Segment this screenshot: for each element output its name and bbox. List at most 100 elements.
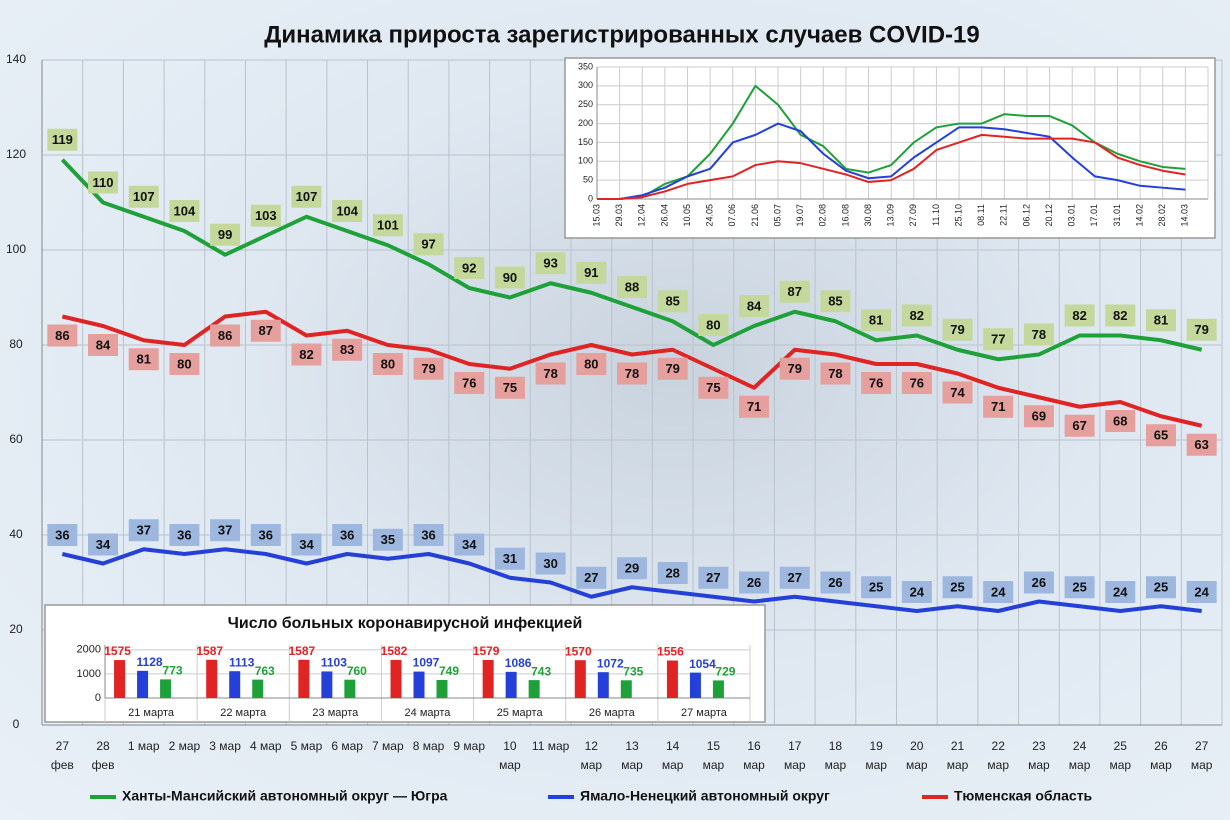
data-label: 24 — [1194, 584, 1209, 599]
data-label-box — [1064, 414, 1095, 437]
data-label: 31 — [503, 551, 517, 566]
y-tick-label: 250 — [578, 99, 593, 109]
data-label: 24 — [991, 584, 1006, 599]
data-label: 763 — [255, 664, 275, 678]
data-label-box — [291, 343, 322, 366]
bar — [344, 679, 356, 698]
data-label: 79 — [421, 361, 435, 376]
x-tick-label: 25 марта — [497, 707, 544, 719]
bar — [252, 679, 264, 698]
data-label: 110 — [93, 175, 114, 190]
data-label-box — [657, 562, 688, 584]
data-label-box — [1023, 405, 1054, 428]
data-label-box — [535, 362, 566, 385]
x-tick-label: 22 марта — [220, 707, 267, 719]
data-label: 1587 — [289, 644, 316, 658]
bar — [666, 660, 678, 698]
data-label-box — [983, 581, 1014, 603]
data-label: 63 — [1194, 437, 1208, 452]
data-label: 1575 — [104, 644, 131, 658]
data-label: 92 — [462, 260, 476, 275]
data-label-box — [576, 566, 607, 589]
data-label: 36 — [421, 527, 435, 542]
y-tick-label: 150 — [578, 137, 593, 147]
data-label-box — [535, 252, 566, 275]
data-label-box — [698, 566, 729, 589]
data-label-box — [332, 524, 363, 546]
bar — [114, 660, 126, 698]
data-label-box — [901, 304, 932, 327]
data-label: 37 — [136, 523, 150, 538]
data-label: 75 — [706, 380, 720, 395]
data-label: 76 — [910, 375, 924, 390]
data-label: 78 — [543, 366, 557, 381]
data-label: 88 — [625, 279, 639, 294]
data-label: 26 — [1032, 575, 1046, 590]
data-label: 82 — [299, 347, 313, 362]
line — [597, 84, 1186, 200]
data-label-box — [576, 261, 607, 284]
data-label-box — [372, 528, 403, 551]
x-tick-label: 16 мар — [743, 739, 765, 772]
x-tick-label: 12 мар — [580, 739, 603, 772]
x-tick-label: 5 мар — [290, 739, 323, 753]
data-label-box — [454, 533, 485, 556]
x-tick-label: 23 марта — [312, 707, 359, 719]
x-tick-label: 14.02 — [1134, 204, 1144, 227]
x-tick-label: 1 мар — [127, 739, 160, 753]
data-label-box — [901, 581, 932, 603]
data-label: 99 — [218, 227, 232, 242]
data-label-box — [861, 576, 892, 599]
bar — [229, 671, 241, 698]
bar — [574, 660, 586, 698]
data-label: 82 — [910, 308, 924, 323]
data-label: 1556 — [657, 645, 684, 659]
data-label: 37 — [218, 523, 232, 538]
x-tick-label: 21.06 — [750, 204, 760, 227]
data-label: 25 — [1154, 580, 1168, 595]
data-label-box — [494, 376, 525, 399]
x-tick-label: 24 мар — [1068, 739, 1091, 772]
x-tick-label: 22.11 — [999, 204, 1009, 226]
line — [61, 547, 1202, 613]
data-label: 87 — [259, 323, 273, 338]
data-label: 1103 — [321, 656, 347, 670]
x-tick-label: 2 мар — [168, 739, 201, 753]
data-label-box — [1186, 581, 1217, 603]
data-label: 78 — [625, 366, 639, 381]
data-label: 729 — [715, 665, 735, 679]
y-tick-label: 0 — [588, 193, 593, 203]
x-tick-label: 17 мар — [783, 739, 806, 772]
bar — [528, 680, 540, 698]
data-label-box — [779, 280, 810, 303]
x-tick-label: 21 марта — [128, 707, 175, 719]
data-label: 1086 — [505, 656, 532, 670]
x-tick-label: 25 мар — [1109, 739, 1132, 772]
data-label-box — [169, 200, 200, 222]
data-label: 81 — [136, 352, 150, 367]
data-label: 25 — [869, 580, 883, 595]
y-tick-label: 200 — [578, 118, 593, 128]
data-label-box — [210, 519, 241, 542]
bar — [597, 672, 609, 698]
data-label-box — [1186, 433, 1217, 456]
data-label-box — [372, 214, 403, 237]
data-label: 25 — [1072, 580, 1086, 595]
x-tick-label: 31.01 — [1112, 204, 1122, 227]
data-label: 76 — [462, 375, 476, 390]
data-label-box — [413, 357, 444, 380]
x-tick-label: 02.08 — [818, 204, 828, 227]
data-label: 81 — [869, 313, 883, 328]
x-tick-label: 19.07 — [795, 204, 805, 227]
data-label-box — [454, 257, 485, 279]
x-tick-label: 20 мар — [906, 739, 928, 772]
data-label: 65 — [1154, 428, 1168, 443]
x-tick-label: 14 мар — [661, 739, 684, 772]
data-label: 71 — [991, 399, 1005, 414]
x-tick-label: 24.05 — [705, 204, 715, 227]
data-label: 86 — [55, 328, 69, 343]
bar — [505, 671, 517, 698]
data-label-box — [1105, 304, 1136, 327]
data-label: 1113 — [229, 655, 255, 669]
data-label-box — [1105, 410, 1136, 432]
